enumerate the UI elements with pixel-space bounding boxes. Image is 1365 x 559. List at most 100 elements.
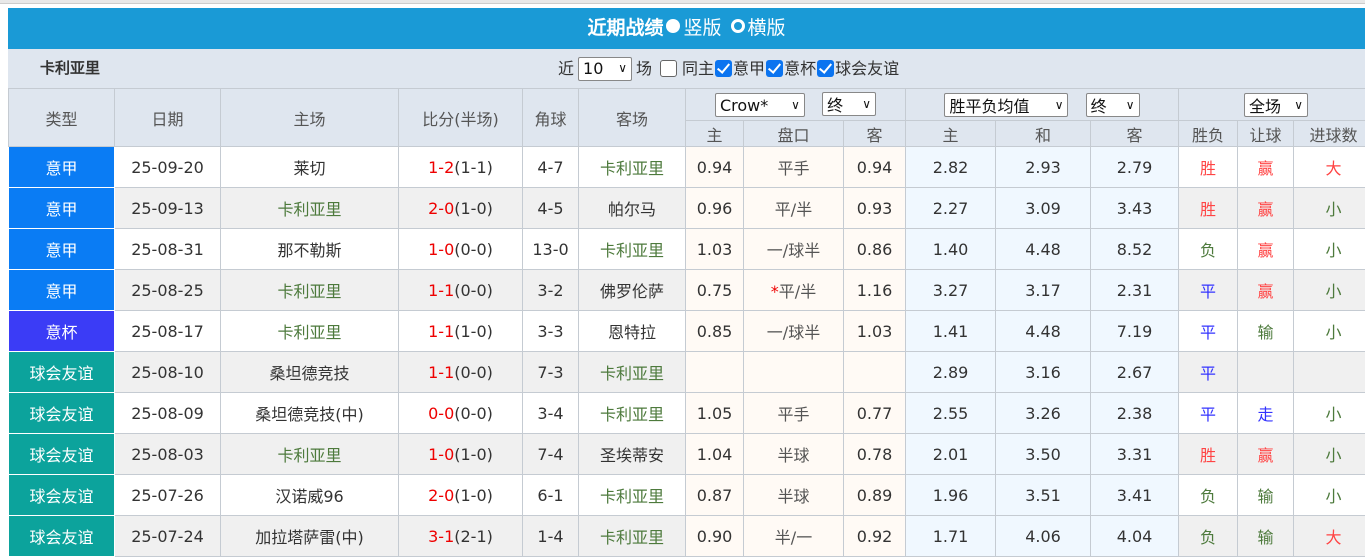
match-type-label: 意杯 — [45, 323, 78, 342]
home-team: 那不勒斯 — [220, 228, 399, 270]
match-date: 25-08-17 — [114, 310, 221, 352]
home-team-link: 桑坦德竞技(中) — [255, 405, 364, 424]
match-type: 球会友谊 — [8, 392, 115, 434]
table-row: 意甲 25-09-20 莱切 1-2(1-1) 4-7 卡利亚里 0.94 平手 0.94 2.8… — [8, 146, 1365, 188]
home-team-link: 卡利亚里 — [277, 282, 342, 301]
odds-home-value: 0.75 — [696, 280, 733, 300]
handicap-result-value: 赢 — [1257, 159, 1274, 178]
home-team-link: 那不勒斯 — [277, 241, 342, 260]
corner-text: 13-0 — [532, 239, 569, 259]
table-row: 球会友谊 25-07-26 汉诺威96 2-0(1-0) 6-1 卡利亚里 0.87 半球 0.… — [8, 474, 1365, 516]
goals-result: 小 — [1293, 474, 1365, 516]
goals-result-value: 小 — [1325, 241, 1342, 260]
euro-away: 2.79 — [1090, 146, 1180, 188]
friendly-checkbox[interactable] — [817, 60, 835, 77]
half-score: (1-0) — [454, 321, 493, 341]
handicap-value: 半/一 — [774, 528, 813, 547]
euro-draw: 3.09 — [995, 187, 1092, 229]
home-team: 莱切 — [220, 146, 399, 188]
table-row: 意甲 25-08-25 卡利亚里 1-1(0-0) 3-2 佛罗伦萨 0.75 *平/半 1.1… — [8, 269, 1365, 311]
corners: 6-1 — [522, 474, 579, 516]
full-score: 2-0 — [428, 198, 455, 218]
match-date: 25-08-09 — [114, 392, 221, 434]
euro-away-value: 2.31 — [1116, 280, 1153, 300]
full-score: 1-1 — [428, 280, 455, 300]
match-type: 意甲 — [8, 187, 115, 229]
goals-result-value: 小 — [1325, 405, 1342, 424]
result: 胜 — [1178, 433, 1239, 475]
away-team: 卡利亚里 — [578, 228, 686, 270]
euro-draw-value: 3.09 — [1025, 198, 1061, 218]
result-value: 负 — [1200, 528, 1217, 547]
result-value: 平 — [1200, 364, 1217, 383]
goals-result — [1293, 351, 1365, 393]
odds-away: 1.16 — [842, 269, 907, 311]
euro-draw-value: 3.51 — [1025, 485, 1061, 505]
full-score: 1-1 — [428, 362, 455, 382]
handicap-result: 赢 — [1237, 228, 1295, 270]
handicap-mark: * — [770, 282, 779, 301]
home-team: 加拉塔萨雷(中) — [220, 515, 399, 557]
euro-stage-select[interactable]: 终 ∨ — [1085, 92, 1140, 117]
euro-draw-value: 4.48 — [1025, 239, 1061, 259]
corners: 1-4 — [522, 515, 579, 557]
asian-odds-header: Crow* ∨ 终 ∨ — [684, 88, 907, 121]
unit-label: 场 — [636, 59, 653, 78]
euro-draw: 4.06 — [995, 515, 1092, 557]
euro-home-value: 1.41 — [932, 321, 969, 341]
handicap-result: 输 — [1237, 474, 1295, 516]
euro-odds-select[interactable]: 胜平负均值 ∨ — [944, 92, 1069, 117]
away-team-link: 卡利亚里 — [599, 405, 664, 424]
corners: 7-3 — [522, 351, 579, 393]
odds-home-value: 0.94 — [696, 157, 733, 177]
away-team-link: 帕尔马 — [607, 200, 656, 219]
same-home-checkbox[interactable] — [660, 60, 678, 77]
goals-result: 大 — [1293, 146, 1365, 188]
home-team-link: 卡利亚里 — [277, 200, 342, 219]
result: 胜 — [1178, 146, 1239, 188]
scope-select[interactable]: 全场 ∨ — [1244, 92, 1309, 117]
date-text: 25-08-03 — [131, 444, 204, 464]
odds-home: 0.94 — [685, 146, 744, 188]
result: 负 — [1178, 228, 1239, 270]
company-select[interactable]: Crow* ∨ — [714, 93, 805, 118]
euro-draw: 3.50 — [995, 433, 1092, 475]
date-text: 25-08-25 — [131, 280, 204, 300]
match-date: 25-08-25 — [114, 269, 221, 311]
match-type-label: 球会友谊 — [29, 446, 94, 465]
radio-vertical[interactable] — [666, 19, 681, 33]
full-score: 1-2 — [428, 157, 455, 177]
goals-result-value: 大 — [1325, 159, 1342, 178]
radio-horizontal[interactable] — [730, 19, 745, 33]
col-euro-draw: 和 — [995, 120, 1092, 147]
euro-away: 7.19 — [1090, 310, 1180, 352]
handicap-result: 赢 — [1237, 433, 1295, 475]
table-row: 球会友谊 25-07-24 加拉塔萨雷(中) 3-1(2-1) 1-4 卡利亚里 0.90 半… — [8, 515, 1365, 557]
odds-away-value: 0.86 — [856, 239, 893, 259]
euro-away: 3.41 — [1090, 474, 1180, 516]
result: 平 — [1178, 392, 1239, 434]
corners: 4-7 — [522, 146, 579, 188]
serie-a-label: 意甲 — [733, 59, 766, 78]
handicap-result-value: 走 — [1257, 405, 1274, 424]
euro-draw-value: 4.06 — [1025, 526, 1061, 546]
result-value: 平 — [1200, 323, 1217, 342]
top-border — [0, 0, 1365, 4]
euro-away-value: 4.04 — [1116, 526, 1153, 546]
goals-result: 小 — [1293, 310, 1365, 352]
coppa-checkbox[interactable] — [766, 60, 784, 77]
corner-text: 1-4 — [537, 526, 564, 546]
serie-a-checkbox[interactable] — [715, 60, 733, 77]
table-row: 球会友谊 25-08-03 卡利亚里 1-0(1-0) 7-4 圣埃蒂安 1.04 半球 0.7… — [8, 433, 1365, 475]
half-score: (0-0) — [454, 403, 493, 423]
euro-home: 2.27 — [905, 187, 997, 229]
section-title: 近期战绩 — [587, 17, 664, 39]
asian-stage-select[interactable]: 终 ∨ — [822, 91, 877, 116]
col-result: 胜负 — [1178, 120, 1239, 147]
result-value: 胜 — [1200, 446, 1217, 465]
near-label: 近 — [558, 59, 575, 78]
odds-home-value: 1.03 — [696, 239, 733, 259]
away-team-link: 卡利亚里 — [599, 364, 664, 383]
match-count-select[interactable]: 10 ∨ — [578, 56, 633, 81]
corner-text: 3-3 — [537, 321, 564, 341]
